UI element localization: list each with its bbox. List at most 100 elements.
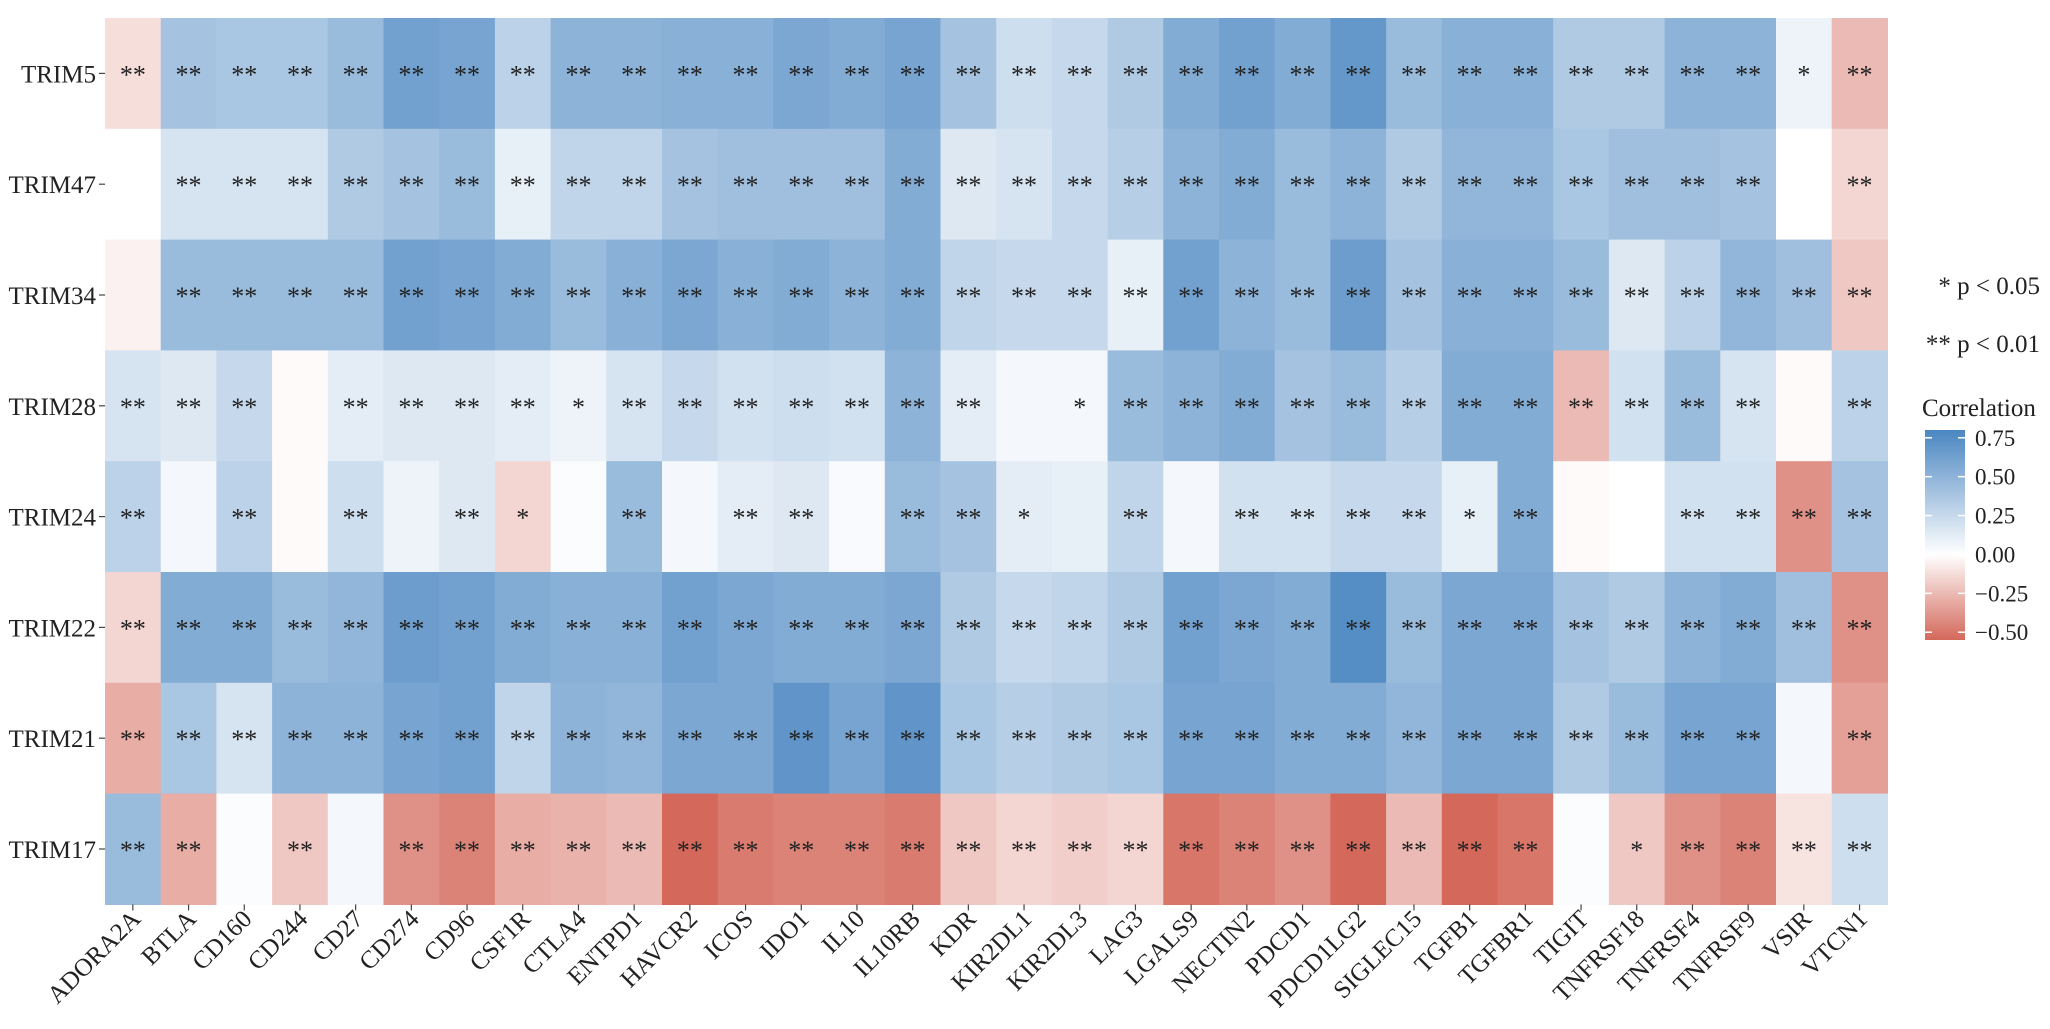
heatmap-cell-trim21-cd160 [216,682,273,795]
significance-mark: ** [510,171,536,200]
heatmap-cell-trim34-tgfb1 [1441,239,1499,351]
significance-mark: ** [900,836,926,865]
significance-mark: ** [1401,282,1427,311]
significance-mark: ** [398,725,424,754]
significance-mark: ** [1345,614,1371,643]
heatmap-cell-trim17-tnfrsf9 [1720,793,1777,905]
significance-mark: ** [1679,725,1705,754]
significance-mark: ** [1178,725,1204,754]
heatmap-cell-trim21-tnfrsf4 [1664,682,1721,795]
heatmap-cell-trim34-havcr2 [662,239,719,351]
heatmap-cell-trim47-nectin2 [1219,128,1276,241]
heatmap-cell-trim47-cd96 [439,128,496,241]
heatmap-cell-trim22-tgfbr1 [1497,572,1554,684]
colorbar-tick-label: 0.25 [1975,504,2015,529]
significance-mark: ** [1735,60,1761,89]
colorbar-tick-label: 0.75 [1975,426,2015,451]
significance-mark: ** [844,60,870,89]
heatmap-cell-trim34-btla [160,239,217,351]
heatmap-cell-trim34-cd244 [272,239,329,351]
significance-mark: ** [565,725,591,754]
heatmap-cell-trim28-tigit [1553,350,1610,462]
significance-mark: ** [1791,282,1817,311]
heatmap-cell-trim28-ctla4 [550,350,607,462]
significance-mark: ** [1290,393,1316,422]
heatmap-cell-trim22-entpd1 [606,572,663,684]
significance-mark: ** [733,171,759,200]
significance-mark: ** [1067,282,1093,311]
heatmap-cell-trim5-entpd1 [606,18,663,130]
significance-mark: ** [231,282,257,311]
significance-mark: ** [677,614,703,643]
heatmap-cell-trim34-siglec15 [1386,239,1443,351]
x-axis-label-icos: ICOS [699,906,758,965]
significance-mark: ** [955,836,981,865]
significance-mark: ** [788,614,814,643]
significance-mark: * [1073,393,1086,422]
heatmap-cell-trim5-pdcd1lg2 [1330,18,1387,130]
heatmap-cell-trim17-nectin2 [1219,793,1276,905]
significance-mark: ** [1401,171,1427,200]
heatmap-cell-trim17-ctla4 [550,793,607,905]
significance-mark: ** [1624,282,1650,311]
significance-mark: ** [1847,614,1873,643]
heatmap-cell-trim22-il10rb [884,572,942,684]
significance-mark: ** [733,504,759,533]
heatmap-cell-trim5-tnfrsf4 [1664,18,1721,130]
colorbar-tick-label: −0.25 [1975,581,2028,606]
heatmap-cell-trim5-vtcn1 [1831,18,1888,130]
significance-mark: ** [788,393,814,422]
heatmap-cell-trim21-tgfbr1 [1497,682,1554,795]
significance-mark: ** [1345,504,1371,533]
significance-mark: ** [1735,504,1761,533]
significance-mark: ** [287,725,313,754]
significance-mark: ** [454,171,480,200]
significance-mark: ** [1847,393,1873,422]
significance-mark: ** [1345,282,1371,311]
heatmap-cell-trim47-entpd1 [606,128,663,241]
heatmap-cell-trim22-lag3 [1107,572,1164,684]
heatmap-cell-trim17-csf1r [494,793,552,905]
significance-mark: ** [788,725,814,754]
significance-mark: ** [343,282,369,311]
significance-mark: ** [231,393,257,422]
significance-mark: ** [733,725,759,754]
significance-mark: ** [677,60,703,89]
heatmap-cell-trim28-nectin2 [1219,350,1276,462]
heatmap-cell-trim17-tgfbr1 [1497,793,1554,905]
heatmap-cell-trim47-pdcd1 [1274,128,1331,241]
significance-mark: ** [1234,282,1260,311]
heatmap-cell-trim34-vsir [1776,239,1833,351]
heatmap-cell-trim28-pdcd1 [1274,350,1331,462]
heatmap-cell-trim47-btla [160,128,217,241]
heatmap-cell-trim5-havcr2 [662,18,719,130]
significance-mark: ** [844,171,870,200]
significance-mark: ** [1290,614,1316,643]
heatmap-cell-trim21-havcr2 [662,682,719,795]
significance-mark: ** [1345,836,1371,865]
heatmap-cell-trim34-entpd1 [606,239,663,351]
heatmap-cell-trim47-ctla4 [550,128,607,241]
significance-mark: ** [1234,725,1260,754]
significance-mark: ** [120,836,146,865]
significance-mark: ** [955,282,981,311]
y-axis-label-trim34: TRIM34 [9,283,97,310]
heatmap-cell-trim28-il10rb [884,350,942,462]
heatmap-cell-trim5-kdr [940,18,997,130]
significance-mark: ** [1122,393,1148,422]
heatmap-cell-trim28-tgfb1 [1441,350,1499,462]
significance-mark: ** [1457,725,1483,754]
x-axis-label-cd274: CD274 [354,905,425,976]
significance-mark: ** [231,171,257,200]
significance-mark: ** [1178,60,1204,89]
heatmap-cell-trim17-kir2dl3 [1051,793,1109,905]
heatmap-cell-trim17-vsir [1776,793,1833,905]
significance-mark: ** [1791,614,1817,643]
heatmap-cell-trim22-tnfrsf4 [1664,572,1721,684]
significance-mark: ** [955,725,981,754]
heatmap-cell-trim28-kir2dl1 [996,350,1053,462]
heatmap-cell-trim47-pdcd1lg2 [1330,128,1387,241]
significance-mark: ** [1178,614,1204,643]
significance-mark: ** [844,836,870,865]
heatmap-cell-trim21-tnfrsf18 [1608,682,1666,795]
